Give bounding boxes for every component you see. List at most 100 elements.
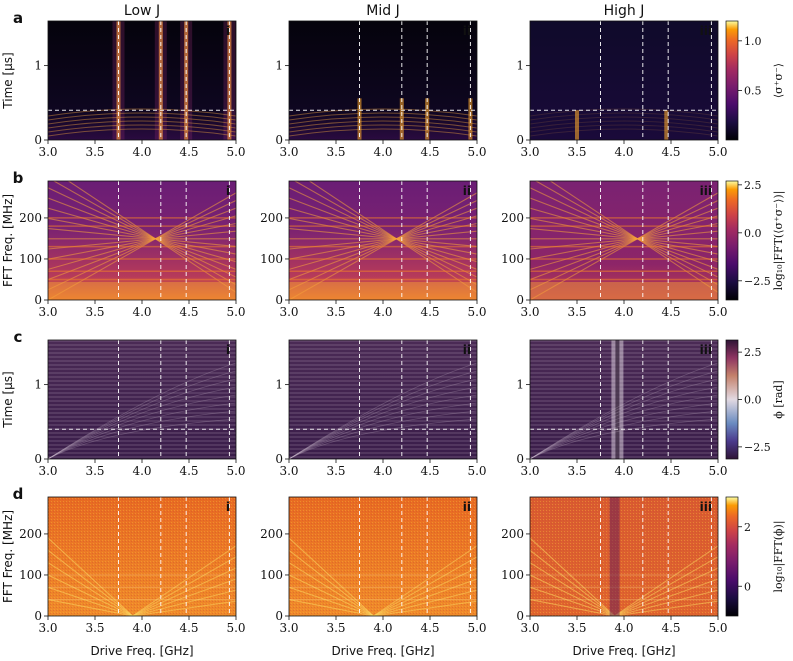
- spectrum-line: [614, 556, 718, 616]
- colorbar: 2 0 log₁₀|FFT(ϕ)|: [725, 496, 786, 617]
- x-tick-label: 3.5: [567, 145, 586, 159]
- x-tick-label: 4.5: [420, 464, 439, 478]
- spectral-line: [289, 207, 477, 263]
- y-tick-label: 1: [34, 378, 42, 392]
- heatmap-panel: iii 3.0 3.5 4.0 4.5 5.0 0 1: [516, 20, 728, 159]
- x-tick-label: 5.0: [226, 464, 245, 478]
- x-tick-label: 4.5: [661, 145, 680, 159]
- heatmap-panel: iii 3.0 3.5 4.0 4.5 5.0 0 100 200: [501, 180, 728, 319]
- x-tick-label: 3.5: [567, 464, 586, 478]
- row-letter: a: [13, 9, 23, 27]
- spectral-line: [530, 197, 718, 270]
- x-tick-label: 3.0: [38, 621, 57, 635]
- spectrum-line: [132, 589, 236, 616]
- y-axis-label: Time [μs]: [1, 371, 15, 428]
- x-tick-label: 4.0: [373, 305, 392, 319]
- spectral-line: [48, 228, 236, 247]
- spectrum-line: [373, 556, 477, 616]
- spectral-line: [289, 207, 477, 281]
- x-tick-label: 4.5: [179, 621, 198, 635]
- x-tick-label: 4.0: [373, 621, 392, 635]
- data-arc: [289, 124, 477, 133]
- phase-fan: [530, 370, 718, 459]
- spectral-line: [48, 207, 236, 281]
- panel-tag: i: [226, 343, 230, 357]
- data-arc: [48, 112, 236, 121]
- x-tick-label: 3.5: [85, 305, 104, 319]
- colorbar-label: ϕ [rad]: [772, 380, 785, 418]
- y-axis-label: FFT Freq. [MHz]: [1, 194, 15, 287]
- panel-tag: ii: [463, 184, 471, 198]
- column-title: High J: [604, 3, 645, 19]
- heatmap-panel: i 3.0 3.5 4.0 4.5 5.0 0 1: [34, 339, 246, 478]
- spectral-line: [293, 181, 477, 286]
- spectral-line: [530, 215, 718, 270]
- spectrum-line: [373, 567, 477, 616]
- y-tick-label: 0: [34, 609, 42, 623]
- x-tick-label: 3.5: [326, 145, 345, 159]
- colorbar-label: ⟨σ⁺σ⁻⟩: [772, 63, 785, 98]
- spectrum-line: [289, 599, 374, 616]
- x-tick-label: 4.0: [614, 305, 633, 319]
- data-arc: [289, 116, 477, 125]
- x-tick-label: 4.0: [132, 464, 151, 478]
- panel-tag: ii: [463, 24, 471, 38]
- phase-fan: [48, 386, 236, 459]
- heatmap-panel: ii 3.0 3.5 4.0 4.5 5.0 0 1: [275, 20, 487, 159]
- panel-tag: iii: [700, 24, 712, 38]
- panel-tag: i: [226, 500, 230, 514]
- colorbar-tick-label: 0.5: [744, 84, 762, 97]
- x-tick-label: 4.5: [661, 305, 680, 319]
- spectral-line: [48, 207, 236, 263]
- y-tick-label: 0: [34, 452, 42, 466]
- x-tick-label: 3.5: [567, 305, 586, 319]
- x-tick-label: 4.0: [614, 145, 633, 159]
- phase-fan: [289, 402, 477, 459]
- spectral-line: [48, 222, 236, 260]
- panel-tag: iii: [700, 343, 712, 357]
- y-tick-label: 0: [275, 609, 283, 623]
- data-arc: [289, 112, 477, 121]
- colorbar: 2.5 0.0 −2.5 log₁₀|FFT(⟨σ⁺σ⁻⟩)|: [725, 179, 786, 301]
- x-tick-label: 3.5: [326, 621, 345, 635]
- row-letter: d: [13, 485, 24, 503]
- x-tick-label: 4.0: [132, 145, 151, 159]
- hot-region: [289, 282, 477, 300]
- y-axis-label: FFT Freq. [MHz]: [1, 510, 15, 603]
- x-tick-label: 3.0: [520, 145, 539, 159]
- spectrum-line: [132, 578, 236, 616]
- spectrum-line: [132, 556, 236, 616]
- x-tick-label: 3.0: [520, 621, 539, 635]
- data-arc: [530, 124, 718, 133]
- colorbar-tick-label: 2.5: [744, 179, 762, 192]
- spectral-line: [289, 187, 477, 278]
- x-axis-label: Drive Freq. [GHz]: [331, 644, 434, 658]
- spectrum-line: [132, 545, 236, 616]
- spectral-line: [48, 215, 236, 270]
- x-tick-label: 4.0: [373, 145, 392, 159]
- y-tick-label: 200: [260, 527, 283, 541]
- x-tick-label: 5.0: [708, 464, 727, 478]
- x-tick-label: 3.0: [38, 145, 57, 159]
- y-tick-label: 0: [516, 133, 524, 147]
- panel-tag: iii: [700, 184, 712, 198]
- x-tick-label: 5.0: [226, 621, 245, 635]
- phase-fan: [530, 378, 718, 459]
- spectral-line: [289, 228, 477, 247]
- y-tick-label: 1: [275, 59, 283, 73]
- x-tick-label: 4.5: [661, 464, 680, 478]
- colorbar-tick-label: −2.5: [744, 441, 771, 454]
- phase-fan: [530, 362, 718, 459]
- spectral-line: [289, 217, 477, 255]
- y-tick-label: 200: [260, 211, 283, 225]
- column-title: Low J: [124, 3, 160, 19]
- heatmap-panel: i 3.0 3.5 4.0 4.5 5.0 0 100 200: [19, 496, 246, 635]
- x-tick-label: 3.5: [85, 621, 104, 635]
- spectrum-noise: [48, 497, 236, 616]
- data-arc: [530, 116, 718, 125]
- heatmap-background: [530, 21, 718, 140]
- phase-fan: [530, 394, 718, 459]
- x-tick-label: 4.5: [661, 621, 680, 635]
- x-tick-label: 4.5: [179, 145, 198, 159]
